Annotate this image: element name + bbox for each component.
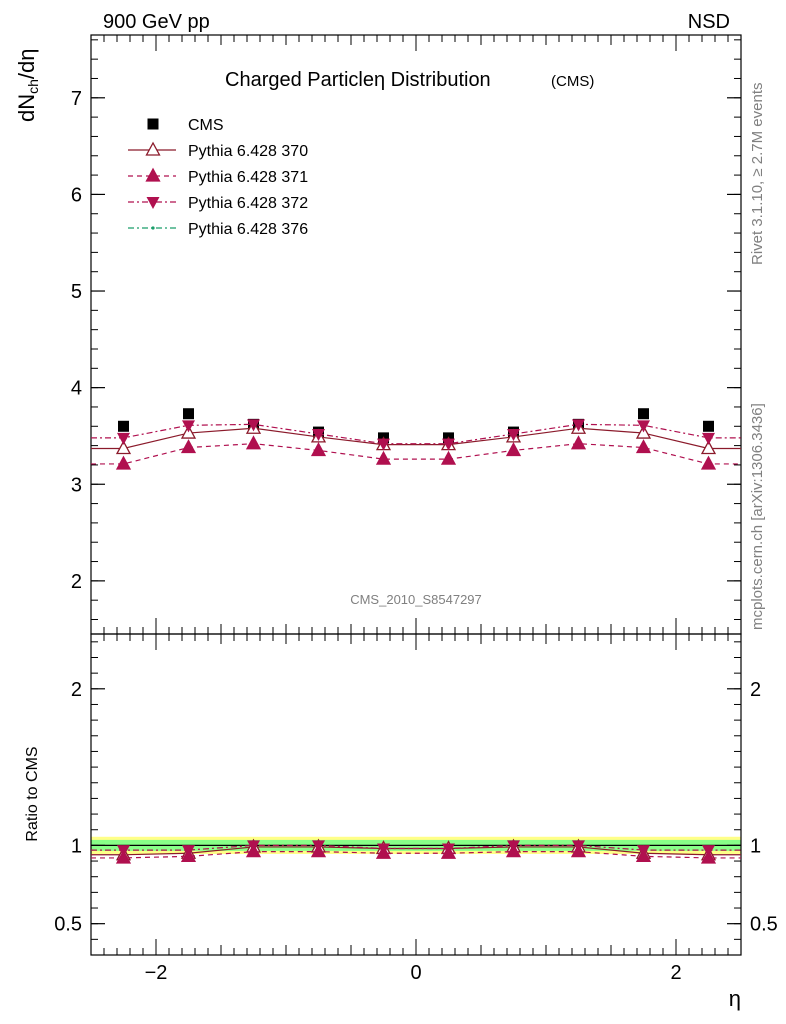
legend-label-cms: CMS (188, 117, 224, 134)
series-line-pythia-6-428-372 (91, 423, 741, 445)
header-left-text: 900 GeV pp (103, 11, 210, 33)
ratio-y-tick-label-right: 1 (750, 835, 761, 857)
data-point-pythia-6-428-371 (375, 450, 392, 465)
data-point-pythia-6-428-372 (117, 432, 130, 445)
ratio-line-pythia-6-428-371 (91, 851, 741, 859)
data-point-cms (118, 420, 129, 432)
data-point-pythia-6-428-372 (247, 419, 260, 432)
main-y-tick-label: 2 (71, 571, 82, 593)
header-right-text: NSD (688, 11, 730, 33)
ratio-point-pythia-6-428-372 (247, 840, 260, 853)
data-point-pythia-6-428-372 (572, 419, 585, 432)
ratio-point-pythia-6-428-372 (377, 843, 390, 856)
legend-marker-pythia-6-428-372 (146, 197, 160, 209)
data-point-pythia-6-428-371 (440, 450, 457, 465)
legend-label-pythia-6-428-376: Pythia 6.428 376 (188, 221, 308, 238)
main-y-axis-label: dNch/dη (14, 48, 41, 122)
ratio-line-pythia-6-428-372 (91, 844, 741, 851)
ratio-point-pythia-6-428-372 (572, 840, 585, 853)
x-tick-label: 2 (670, 962, 681, 984)
data-point-pythia-6-428-372 (182, 420, 195, 433)
x-tick-label: 0 (410, 962, 421, 984)
rivet-version-text: Rivet 3.1.10, ≥ 2.7M events (749, 83, 766, 266)
data-point-pythia-6-428-371 (700, 455, 717, 470)
ratio-panel: 0.5 0.5 1 1 2 2 −2 0 2 η Ratio to CMS (24, 633, 778, 1011)
x-tick-label: −2 (145, 962, 168, 984)
main-y-tick-label: 6 (71, 184, 82, 206)
data-point-pythia-6-428-372 (442, 438, 455, 451)
data-point-pythia-6-428-372 (702, 432, 715, 445)
legend-marker-cms (147, 118, 159, 130)
data-point-pythia-6-428-372 (377, 438, 390, 451)
mcplots-credit-text: mcplots.cern.ch [arXiv:1306.3436] (749, 403, 766, 630)
legend-marker-pythia-6-428-376 (151, 226, 155, 230)
analysis-watermark: CMS_2010_S8547297 (350, 592, 482, 607)
data-point-pythia-6-428-370 (115, 440, 132, 455)
ratio-y-tick-label-right: 2 (750, 679, 761, 701)
chart-title: Charged Particleη Distribution (225, 69, 491, 91)
data-point-pythia-6-428-371 (310, 442, 327, 457)
ratio-frame (90, 633, 742, 956)
main-y-tick-label: 4 (71, 378, 82, 400)
data-point-pythia-6-428-371 (115, 455, 132, 470)
data-point-cms (703, 420, 714, 432)
series-line-pythia-6-428-370 (91, 427, 741, 450)
data-point-pythia-6-428-370 (700, 440, 717, 455)
ratio-point-pythia-6-428-372 (117, 845, 130, 858)
ratio-y-tick-label-right: 0.5 (750, 914, 778, 936)
ratio-point-pythia-6-428-372 (312, 840, 325, 853)
data-point-pythia-6-428-371 (180, 439, 197, 454)
data-point-cms (638, 408, 649, 420)
main-y-tick-label: 7 (71, 88, 82, 110)
chart-title-suffix: (CMS) (551, 73, 594, 90)
ratio-y-tick-label: 0.5 (54, 914, 82, 936)
data-point-pythia-6-428-371 (635, 439, 652, 454)
data-point-pythia-6-428-372 (507, 429, 520, 442)
x-axis-label: η (729, 986, 741, 1011)
legend-label-pythia-6-428-372: Pythia 6.428 372 (188, 195, 308, 212)
legend-label-pythia-6-428-370: Pythia 6.428 370 (188, 143, 308, 160)
ratio-point-pythia-6-428-372 (182, 845, 195, 858)
main-y-tick-label: 3 (71, 474, 82, 496)
ratio-point-pythia-6-428-372 (442, 843, 455, 856)
data-point-pythia-6-428-371 (570, 435, 587, 450)
main-y-tick-label: 5 (71, 281, 82, 303)
main-panel: 2 3 4 5 6 7 Charged Particleη Distribution (CMS… (14, 34, 742, 635)
ratio-point-pythia-6-428-372 (702, 845, 715, 858)
ratio-y-tick-label: 2 (71, 679, 82, 701)
legend-label-pythia-6-428-371: Pythia 6.428 371 (188, 169, 308, 186)
data-point-pythia-6-428-372 (637, 420, 650, 433)
ratio-y-axis-label: Ratio to CMS (24, 746, 41, 841)
ratio-point-pythia-6-428-372 (637, 845, 650, 858)
series-line-pythia-6-428-371 (91, 443, 741, 465)
data-point-pythia-6-428-371 (505, 442, 522, 457)
data-point-pythia-6-428-371 (245, 435, 262, 450)
legend-marker-pythia-6-428-370 (145, 141, 161, 156)
data-point-pythia-6-428-372 (312, 429, 325, 442)
data-point-cms (183, 408, 194, 420)
ratio-y-tick-label: 1 (71, 835, 82, 857)
legend-marker-pythia-6-428-371 (145, 167, 161, 182)
ratio-point-pythia-6-428-372 (507, 840, 520, 853)
